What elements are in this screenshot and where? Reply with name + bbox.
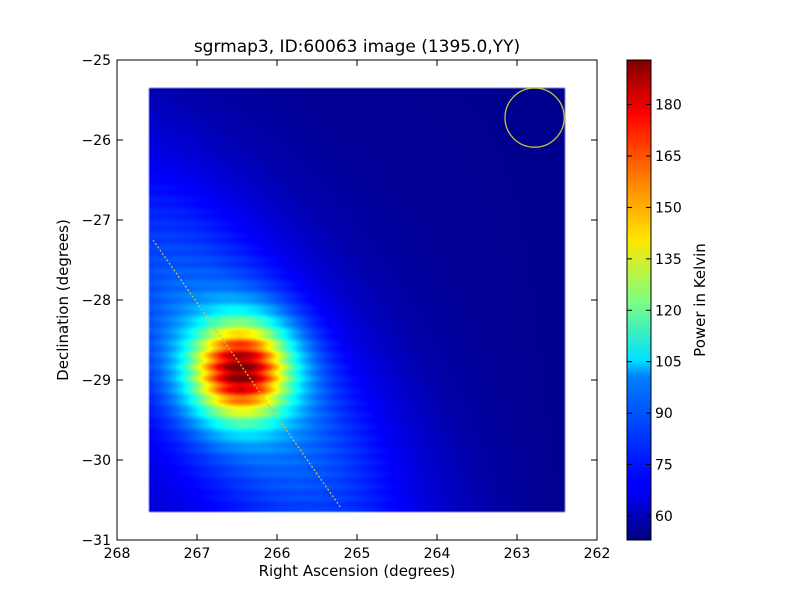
colorbar-tick-label: 135 [655, 252, 682, 268]
x-tick-label: 267 [184, 546, 211, 562]
chart-title: sgrmap3, ID:60063 image (1395.0,YY) [194, 37, 520, 57]
colorbar-tick-label: 180 [655, 98, 682, 114]
x-axis-label: Right Ascension (degrees) [259, 562, 456, 580]
colorbar-tick-label: 165 [655, 149, 682, 165]
x-tick-label: 268 [104, 546, 131, 562]
x-tick-label: 263 [504, 546, 531, 562]
colorbar-label: Power in Kelvin [691, 243, 709, 357]
colorbar-ticks: 60 75 90 105 120 135 150 165 180 [627, 98, 682, 525]
colorbar [626, 59, 652, 541]
colorbar-tick-label: 120 [655, 303, 682, 319]
colorbar-tick-label: 90 [655, 406, 673, 422]
heatmap-image [117, 60, 597, 540]
y-tick-label: −29 [81, 373, 111, 389]
x-tick-label: 265 [344, 546, 371, 562]
y-axis-ticks: −25 −26 −27 −28 −29 −30 −31 [81, 53, 597, 549]
y-tick-label: −30 [81, 453, 111, 469]
y-axis-label: Declination (degrees) [54, 219, 72, 381]
y-tick-label: −26 [81, 133, 111, 149]
x-tick-label: 264 [424, 546, 451, 562]
galactic-plane-line [152, 239, 342, 509]
x-tick-label: 266 [264, 546, 291, 562]
y-tick-label: −31 [81, 533, 111, 549]
y-tick-label: −27 [81, 213, 111, 229]
x-axis-ticks: 268 267 266 265 264 263 262 [104, 60, 611, 562]
colorbar-tick-label: 150 [655, 200, 682, 216]
y-tick-label: −25 [81, 53, 111, 69]
colorbar-tick-label: 75 [655, 458, 673, 474]
x-tick-label: 262 [584, 546, 611, 562]
y-tick-label: −28 [81, 293, 111, 309]
colorbar-tick-label: 105 [655, 355, 682, 371]
beam-circle [504, 87, 565, 148]
colorbar-tick-label: 60 [655, 509, 673, 525]
